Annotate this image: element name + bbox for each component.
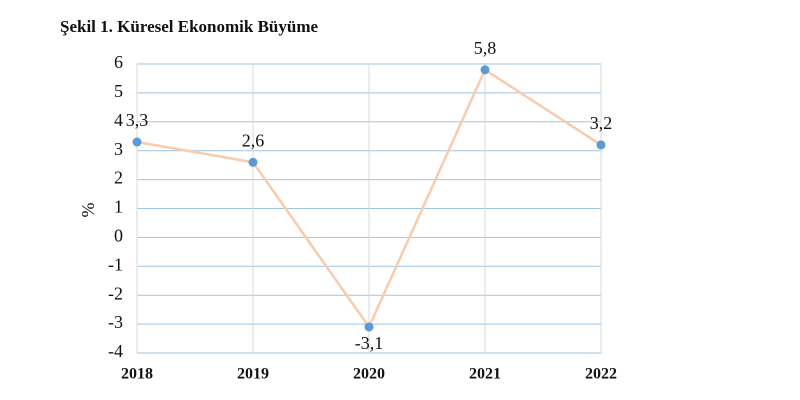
x-tick-label: 2021 bbox=[469, 366, 501, 383]
x-tick-label: 2019 bbox=[237, 366, 269, 383]
x-tick-label: 2018 bbox=[121, 366, 153, 383]
data-label: 3,2 bbox=[590, 113, 613, 133]
data-point bbox=[248, 157, 258, 167]
data-label: -3,1 bbox=[355, 333, 384, 353]
data-point bbox=[132, 137, 142, 147]
y-tick-label: 5 bbox=[114, 81, 123, 101]
chart-title: Şekil 1. Küresel Ekonomik Büyüme bbox=[60, 17, 318, 36]
x-tick-label: 2022 bbox=[585, 366, 617, 383]
data-label: 3,3 bbox=[126, 110, 149, 130]
data-label: 2,6 bbox=[242, 130, 265, 150]
y-tick-label: -2 bbox=[108, 283, 123, 303]
y-tick-label: -4 bbox=[108, 341, 123, 361]
y-tick-label: 6 bbox=[114, 52, 123, 72]
y-axis-label: % bbox=[78, 203, 98, 218]
y-tick-label: 3 bbox=[114, 139, 123, 159]
y-tick-label: 2 bbox=[114, 168, 123, 188]
x-tick-label: 2020 bbox=[353, 366, 385, 383]
y-tick-label: -3 bbox=[108, 312, 123, 332]
y-tick-label: 1 bbox=[114, 197, 123, 217]
y-tick-label: -1 bbox=[108, 254, 123, 274]
data-point bbox=[364, 322, 374, 332]
data-point bbox=[596, 140, 606, 150]
data-point bbox=[480, 65, 490, 75]
data-label: 5,8 bbox=[474, 38, 497, 58]
y-tick-label: 0 bbox=[114, 226, 123, 246]
y-tick-label: 4 bbox=[114, 110, 123, 130]
